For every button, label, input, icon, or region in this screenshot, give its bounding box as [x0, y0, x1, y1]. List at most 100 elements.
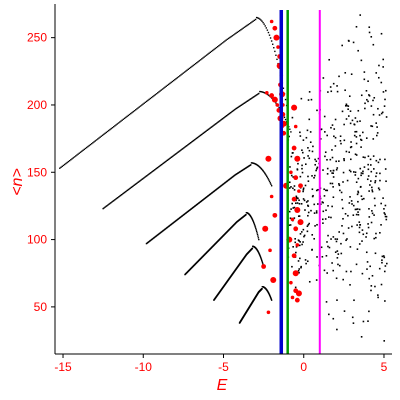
- band-point: [263, 171, 265, 173]
- cloud-point: [341, 110, 344, 113]
- cloud-point: [368, 310, 370, 313]
- cloud-point: [288, 181, 291, 184]
- cloud-point: [367, 320, 369, 322]
- band-point: [101, 134, 104, 136]
- cloud-point: [306, 260, 309, 263]
- band-point: [269, 182, 271, 184]
- cloud-point: [307, 99, 310, 101]
- band-point: [260, 258, 263, 260]
- cloud-point: [334, 251, 337, 254]
- cloud-point: [308, 280, 311, 283]
- y-axis-label: <n>: [9, 168, 26, 196]
- cloud-point: [357, 200, 359, 203]
- band-point: [228, 112, 231, 115]
- cloud-point: [310, 98, 313, 101]
- cloud-point: [294, 241, 297, 244]
- cloud-point: [300, 265, 302, 268]
- cloud-point: [291, 116, 294, 119]
- cloud-point: [345, 118, 348, 120]
- cloud-point: [376, 134, 378, 137]
- band-point: [154, 169, 156, 171]
- cloud-point: [350, 145, 353, 148]
- cloud-point: [381, 261, 383, 264]
- cloud-point: [338, 183, 340, 185]
- cloud-point: [297, 197, 299, 200]
- band-point: [161, 88, 164, 90]
- cloud-point: [350, 158, 352, 161]
- cloud-point: [355, 208, 358, 211]
- cloud-point: [316, 167, 318, 170]
- cloud-point: [367, 80, 369, 83]
- cloud-point: [343, 139, 346, 142]
- cloud-point: [356, 120, 359, 123]
- band-point: [219, 120, 221, 122]
- band-point: [243, 102, 245, 104]
- band-point: [114, 199, 116, 201]
- band-point: [158, 91, 160, 93]
- band-point: [186, 69, 188, 71]
- band-point: [209, 51, 212, 54]
- cloud-point: [355, 263, 358, 266]
- band-point: [238, 105, 241, 108]
- band-point: [191, 140, 194, 142]
- cloud-point: [342, 181, 344, 183]
- cloud-point: [358, 231, 361, 234]
- y-tick-label: 250: [27, 31, 47, 45]
- band-point: [246, 100, 248, 102]
- cloud-point: [298, 240, 300, 242]
- band-point: [155, 167, 158, 170]
- band-point: [267, 31, 270, 34]
- band-point: [190, 142, 192, 144]
- band-point: [194, 62, 197, 65]
- cloud-point: [383, 208, 385, 210]
- cloud-point: [345, 239, 347, 242]
- cloud-point: [373, 96, 376, 99]
- band-point: [236, 107, 239, 109]
- cloud-point: [326, 189, 329, 192]
- cloud-point: [380, 202, 382, 205]
- cloud-point: [375, 236, 377, 239]
- band-point: [143, 177, 145, 179]
- cloud-point: [357, 109, 360, 112]
- cloud-point: [332, 172, 334, 175]
- cloud-point: [341, 207, 344, 210]
- band-point: [238, 29, 241, 32]
- band-point: [120, 194, 123, 196]
- band-point: [182, 147, 184, 150]
- cloud-point: [385, 116, 388, 118]
- band-point: [253, 19, 256, 22]
- cloud-point: [362, 197, 365, 200]
- band-point: [215, 46, 218, 49]
- band-point: [270, 185, 273, 187]
- cloud-point: [322, 201, 324, 204]
- cloud-point: [320, 128, 323, 130]
- cloud-point: [297, 162, 299, 165]
- cloud-point: [295, 246, 298, 248]
- band-point: [169, 157, 171, 159]
- cloud-point: [325, 189, 327, 192]
- cloud-point: [369, 265, 371, 268]
- cloud-point: [376, 126, 378, 128]
- cloud-point: [297, 215, 300, 218]
- y-tick-label: 50: [34, 300, 48, 314]
- cloud-point: [377, 187, 380, 189]
- band-point: [163, 87, 165, 89]
- cloud-point: [343, 159, 345, 162]
- highlight-point: [291, 253, 297, 259]
- cloud-point: [377, 294, 379, 296]
- cloud-point: [365, 236, 367, 238]
- band-point: [168, 83, 170, 86]
- cloud-point: [288, 210, 291, 213]
- band-point: [197, 61, 199, 63]
- highlight-point: [297, 189, 301, 193]
- band-point: [186, 144, 188, 147]
- cloud-point: [361, 272, 364, 275]
- band-point: [257, 93, 259, 95]
- band-point: [212, 125, 214, 127]
- band-point: [218, 45, 220, 47]
- band-point: [110, 127, 112, 130]
- band-point: [138, 180, 140, 183]
- band-point: [265, 174, 267, 176]
- band-point: [136, 182, 138, 184]
- cloud-point: [316, 166, 319, 169]
